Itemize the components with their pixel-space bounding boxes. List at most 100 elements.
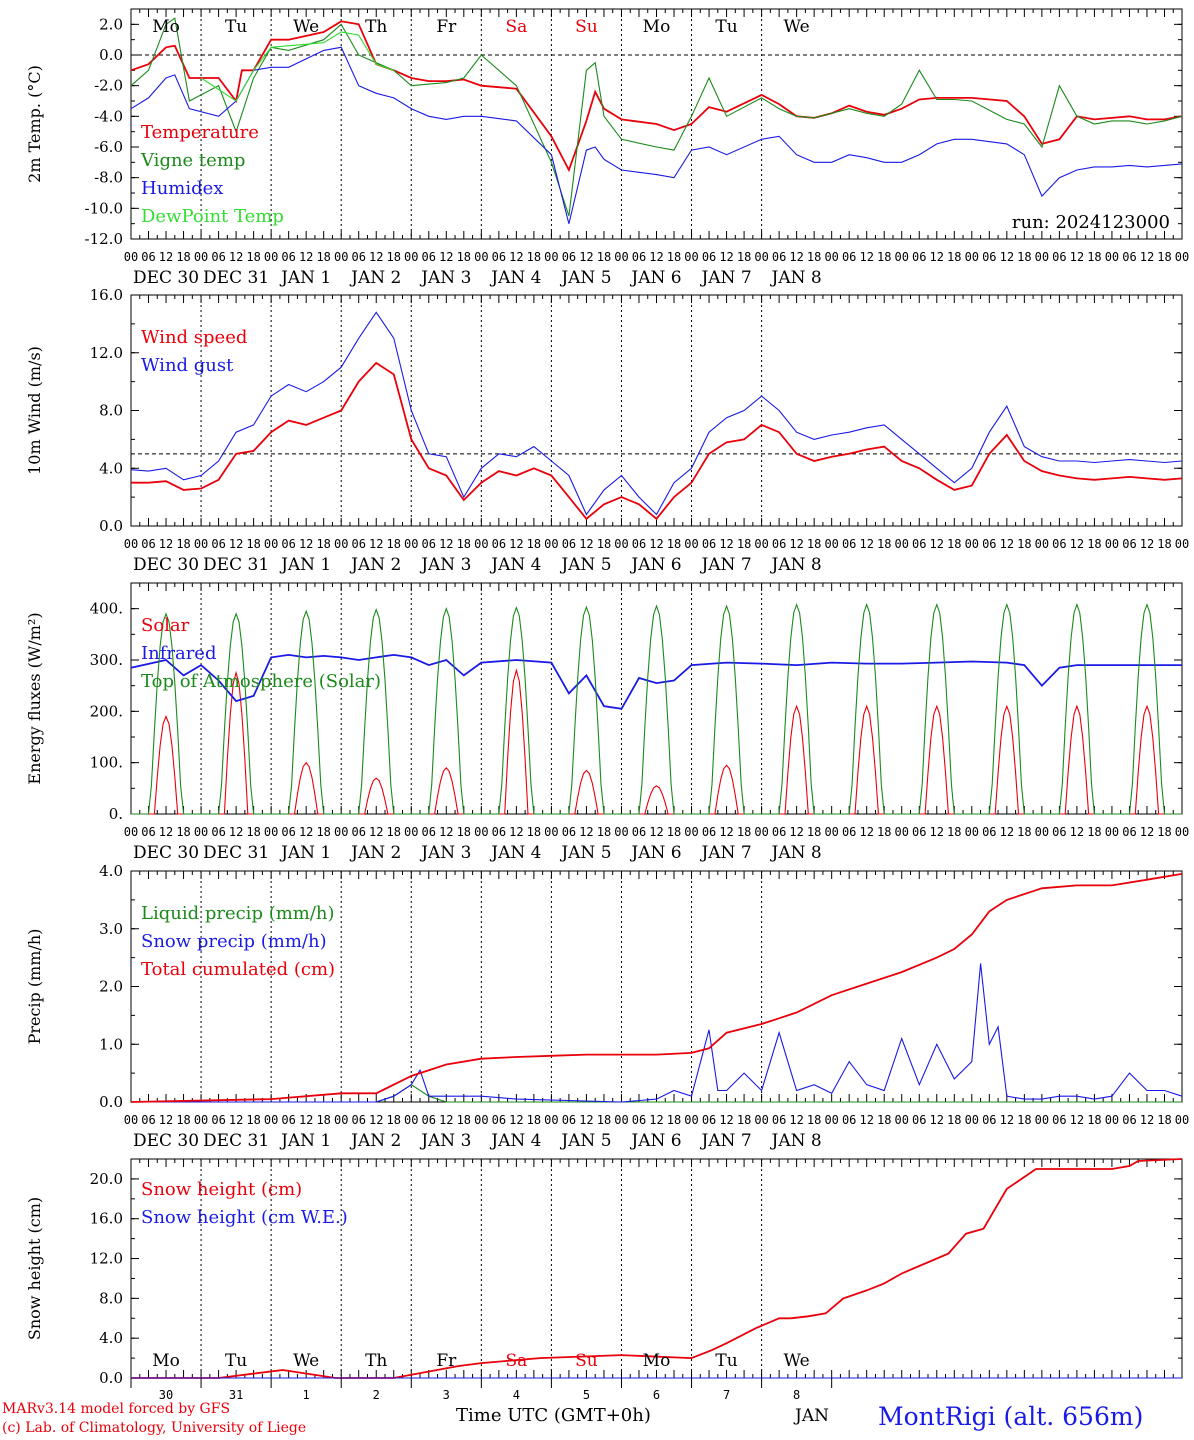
x-tick-label: 06 xyxy=(422,825,436,839)
x-tick-label: 00 xyxy=(684,250,698,264)
legend-entry: Total cumulated (cm) xyxy=(141,959,335,980)
x-tick-label: 12 xyxy=(930,825,944,839)
date-label: JAN 2 xyxy=(349,268,401,288)
x-tick-label: 06 xyxy=(141,1113,155,1127)
x-tick-label: 18 xyxy=(597,537,611,551)
weekday-label: Mo xyxy=(152,17,180,37)
date-label: JAN 1 xyxy=(279,555,331,575)
weekday-label: Tu xyxy=(225,17,247,37)
x-tick-label: 06 xyxy=(351,825,365,839)
date-label: JAN 7 xyxy=(699,268,751,288)
x-tick-label: 06 xyxy=(632,1113,646,1127)
month-label: JAN xyxy=(795,1406,829,1426)
x-tick-label: 06 xyxy=(772,1113,786,1127)
legend-entry: Temperature xyxy=(141,122,259,143)
x-tick-label: 18 xyxy=(527,1113,541,1127)
weekday-label: Su xyxy=(575,17,598,37)
x-tick-label: 12 xyxy=(649,250,663,264)
x-tick-label: 12 xyxy=(1000,825,1014,839)
x-tick-label: 00 xyxy=(264,825,278,839)
date-label: DEC 31 xyxy=(203,555,269,575)
x-tick-label: 06 xyxy=(1052,1113,1066,1127)
x-tick-label: 00 xyxy=(1105,825,1119,839)
x-tick-label: 18 xyxy=(176,825,190,839)
x-tick-label: 12 xyxy=(859,825,873,839)
x-tick-label: 00 xyxy=(754,1113,768,1127)
date-label: JAN 6 xyxy=(629,555,681,575)
x-tick-label: 06 xyxy=(632,825,646,839)
day-number-label: 5 xyxy=(583,1388,590,1402)
series-line xyxy=(130,311,1183,516)
x-tick-label: 00 xyxy=(1175,825,1189,839)
day-number-label: 1 xyxy=(303,1388,310,1402)
x-tick-label: 18 xyxy=(1157,1113,1171,1127)
date-label: DEC 30 xyxy=(133,555,199,575)
x-tick-label: 06 xyxy=(912,250,926,264)
weekday-label: Sa xyxy=(505,1351,527,1371)
x-tick-label: 00 xyxy=(754,825,768,839)
station-label: MontRigi (alt. 656m) xyxy=(878,1402,1144,1431)
x-tick-label: 06 xyxy=(211,250,225,264)
x-tick-label: 18 xyxy=(667,825,681,839)
x-tick-label: 00 xyxy=(1105,537,1119,551)
y-tick-label: 0.0 xyxy=(99,517,123,535)
y-tick-label: -2.0 xyxy=(94,77,123,95)
x-tick-label: 18 xyxy=(457,1113,471,1127)
date-label: JAN 5 xyxy=(559,1131,611,1151)
x-tick-label: 12 xyxy=(719,537,733,551)
x-tick-label: 00 xyxy=(965,250,979,264)
x-tick-label: 12 xyxy=(1070,1113,1084,1127)
x-tick-label: 12 xyxy=(299,1113,313,1127)
x-tick-label: 00 xyxy=(474,1113,488,1127)
weekday-label: Mo xyxy=(152,1351,180,1371)
x-tick-label: 12 xyxy=(229,537,243,551)
y-tick-label: 4.0 xyxy=(99,1329,123,1347)
y-tick-label: 16.0 xyxy=(90,1210,123,1228)
x-tick-label: 06 xyxy=(281,1113,295,1127)
x-tick-label: 00 xyxy=(194,250,208,264)
x-tick-label: 00 xyxy=(1035,1113,1049,1127)
x-tick-label: 18 xyxy=(667,1113,681,1127)
y-tick-label: -6.0 xyxy=(94,138,123,156)
y-tick-label: 4.0 xyxy=(99,862,123,880)
x-tick-label: 18 xyxy=(947,825,961,839)
date-label: DEC 30 xyxy=(133,843,199,863)
x-tick-label: 12 xyxy=(1140,1113,1154,1127)
x-tick-label: 06 xyxy=(211,825,225,839)
x-tick-label: 00 xyxy=(194,537,208,551)
x-tick-label: 06 xyxy=(492,537,506,551)
legend-entry: Wind speed xyxy=(141,327,247,348)
y-tick-label: 2.0 xyxy=(99,978,123,996)
x-tick-label: 00 xyxy=(1105,1113,1119,1127)
panel-3 xyxy=(130,582,1183,815)
x-tick-label: 18 xyxy=(667,250,681,264)
x-tick-label: 06 xyxy=(211,537,225,551)
x-tick-label: 18 xyxy=(1087,825,1101,839)
date-label: JAN 8 xyxy=(770,268,822,288)
legend-entry: Snow height (cm) xyxy=(141,1179,302,1200)
legend-entry: Liquid precip (mm/h) xyxy=(141,903,335,924)
x-tick-label: 12 xyxy=(579,537,593,551)
x-tick-label: 06 xyxy=(1052,250,1066,264)
date-label: JAN 4 xyxy=(489,843,541,863)
y-tick-label: 400. xyxy=(90,600,123,618)
day-number-label: 30 xyxy=(159,1388,173,1402)
x-tick-label: 18 xyxy=(737,537,751,551)
x-tick-label: 18 xyxy=(176,1113,190,1127)
x-tick-label: 12 xyxy=(159,537,173,551)
x-tick-label: 12 xyxy=(299,537,313,551)
x-tick-label: 00 xyxy=(334,825,348,839)
x-tick-label: 18 xyxy=(947,250,961,264)
x-tick-label: 06 xyxy=(702,537,716,551)
x-tick-label: 12 xyxy=(859,250,873,264)
x-tick-label: 12 xyxy=(789,825,803,839)
series-line xyxy=(131,668,1182,815)
day-number-label: 6 xyxy=(653,1388,660,1402)
x-tick-label: 12 xyxy=(229,825,243,839)
x-axis-title: Time UTC (GMT+0h) xyxy=(456,1405,651,1426)
x-tick-label: 06 xyxy=(982,1113,996,1127)
series-line xyxy=(200,31,394,102)
x-tick-label: 18 xyxy=(457,537,471,551)
x-tick-label: 12 xyxy=(789,537,803,551)
y-tick-label: 0.0 xyxy=(99,46,123,64)
